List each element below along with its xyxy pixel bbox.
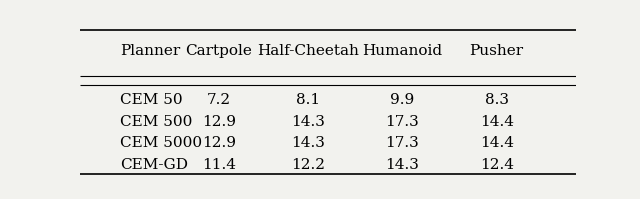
Text: 9.9: 9.9 [390,94,415,107]
Text: 12.4: 12.4 [479,158,514,172]
Text: 14.3: 14.3 [291,136,325,150]
Text: Pusher: Pusher [470,44,524,59]
Text: 11.4: 11.4 [202,158,236,172]
Text: 8.1: 8.1 [296,94,320,107]
Text: 8.3: 8.3 [484,94,509,107]
Text: 14.4: 14.4 [479,136,514,150]
Text: 14.3: 14.3 [291,115,325,129]
Text: 12.9: 12.9 [202,136,236,150]
Text: CEM-GD: CEM-GD [120,158,188,172]
Text: Cartpole: Cartpole [186,44,252,59]
Text: Planner: Planner [120,44,180,59]
Text: 7.2: 7.2 [207,94,231,107]
Text: Humanoid: Humanoid [362,44,442,59]
Text: CEM 50: CEM 50 [120,94,182,107]
Text: CEM 500: CEM 500 [120,115,192,129]
Text: Half-Cheetah: Half-Cheetah [257,44,359,59]
Text: 17.3: 17.3 [385,115,419,129]
Text: 12.9: 12.9 [202,115,236,129]
Text: CEM 5000: CEM 5000 [120,136,202,150]
Text: 12.2: 12.2 [291,158,325,172]
Text: 14.3: 14.3 [385,158,419,172]
Text: 17.3: 17.3 [385,136,419,150]
Text: 14.4: 14.4 [479,115,514,129]
